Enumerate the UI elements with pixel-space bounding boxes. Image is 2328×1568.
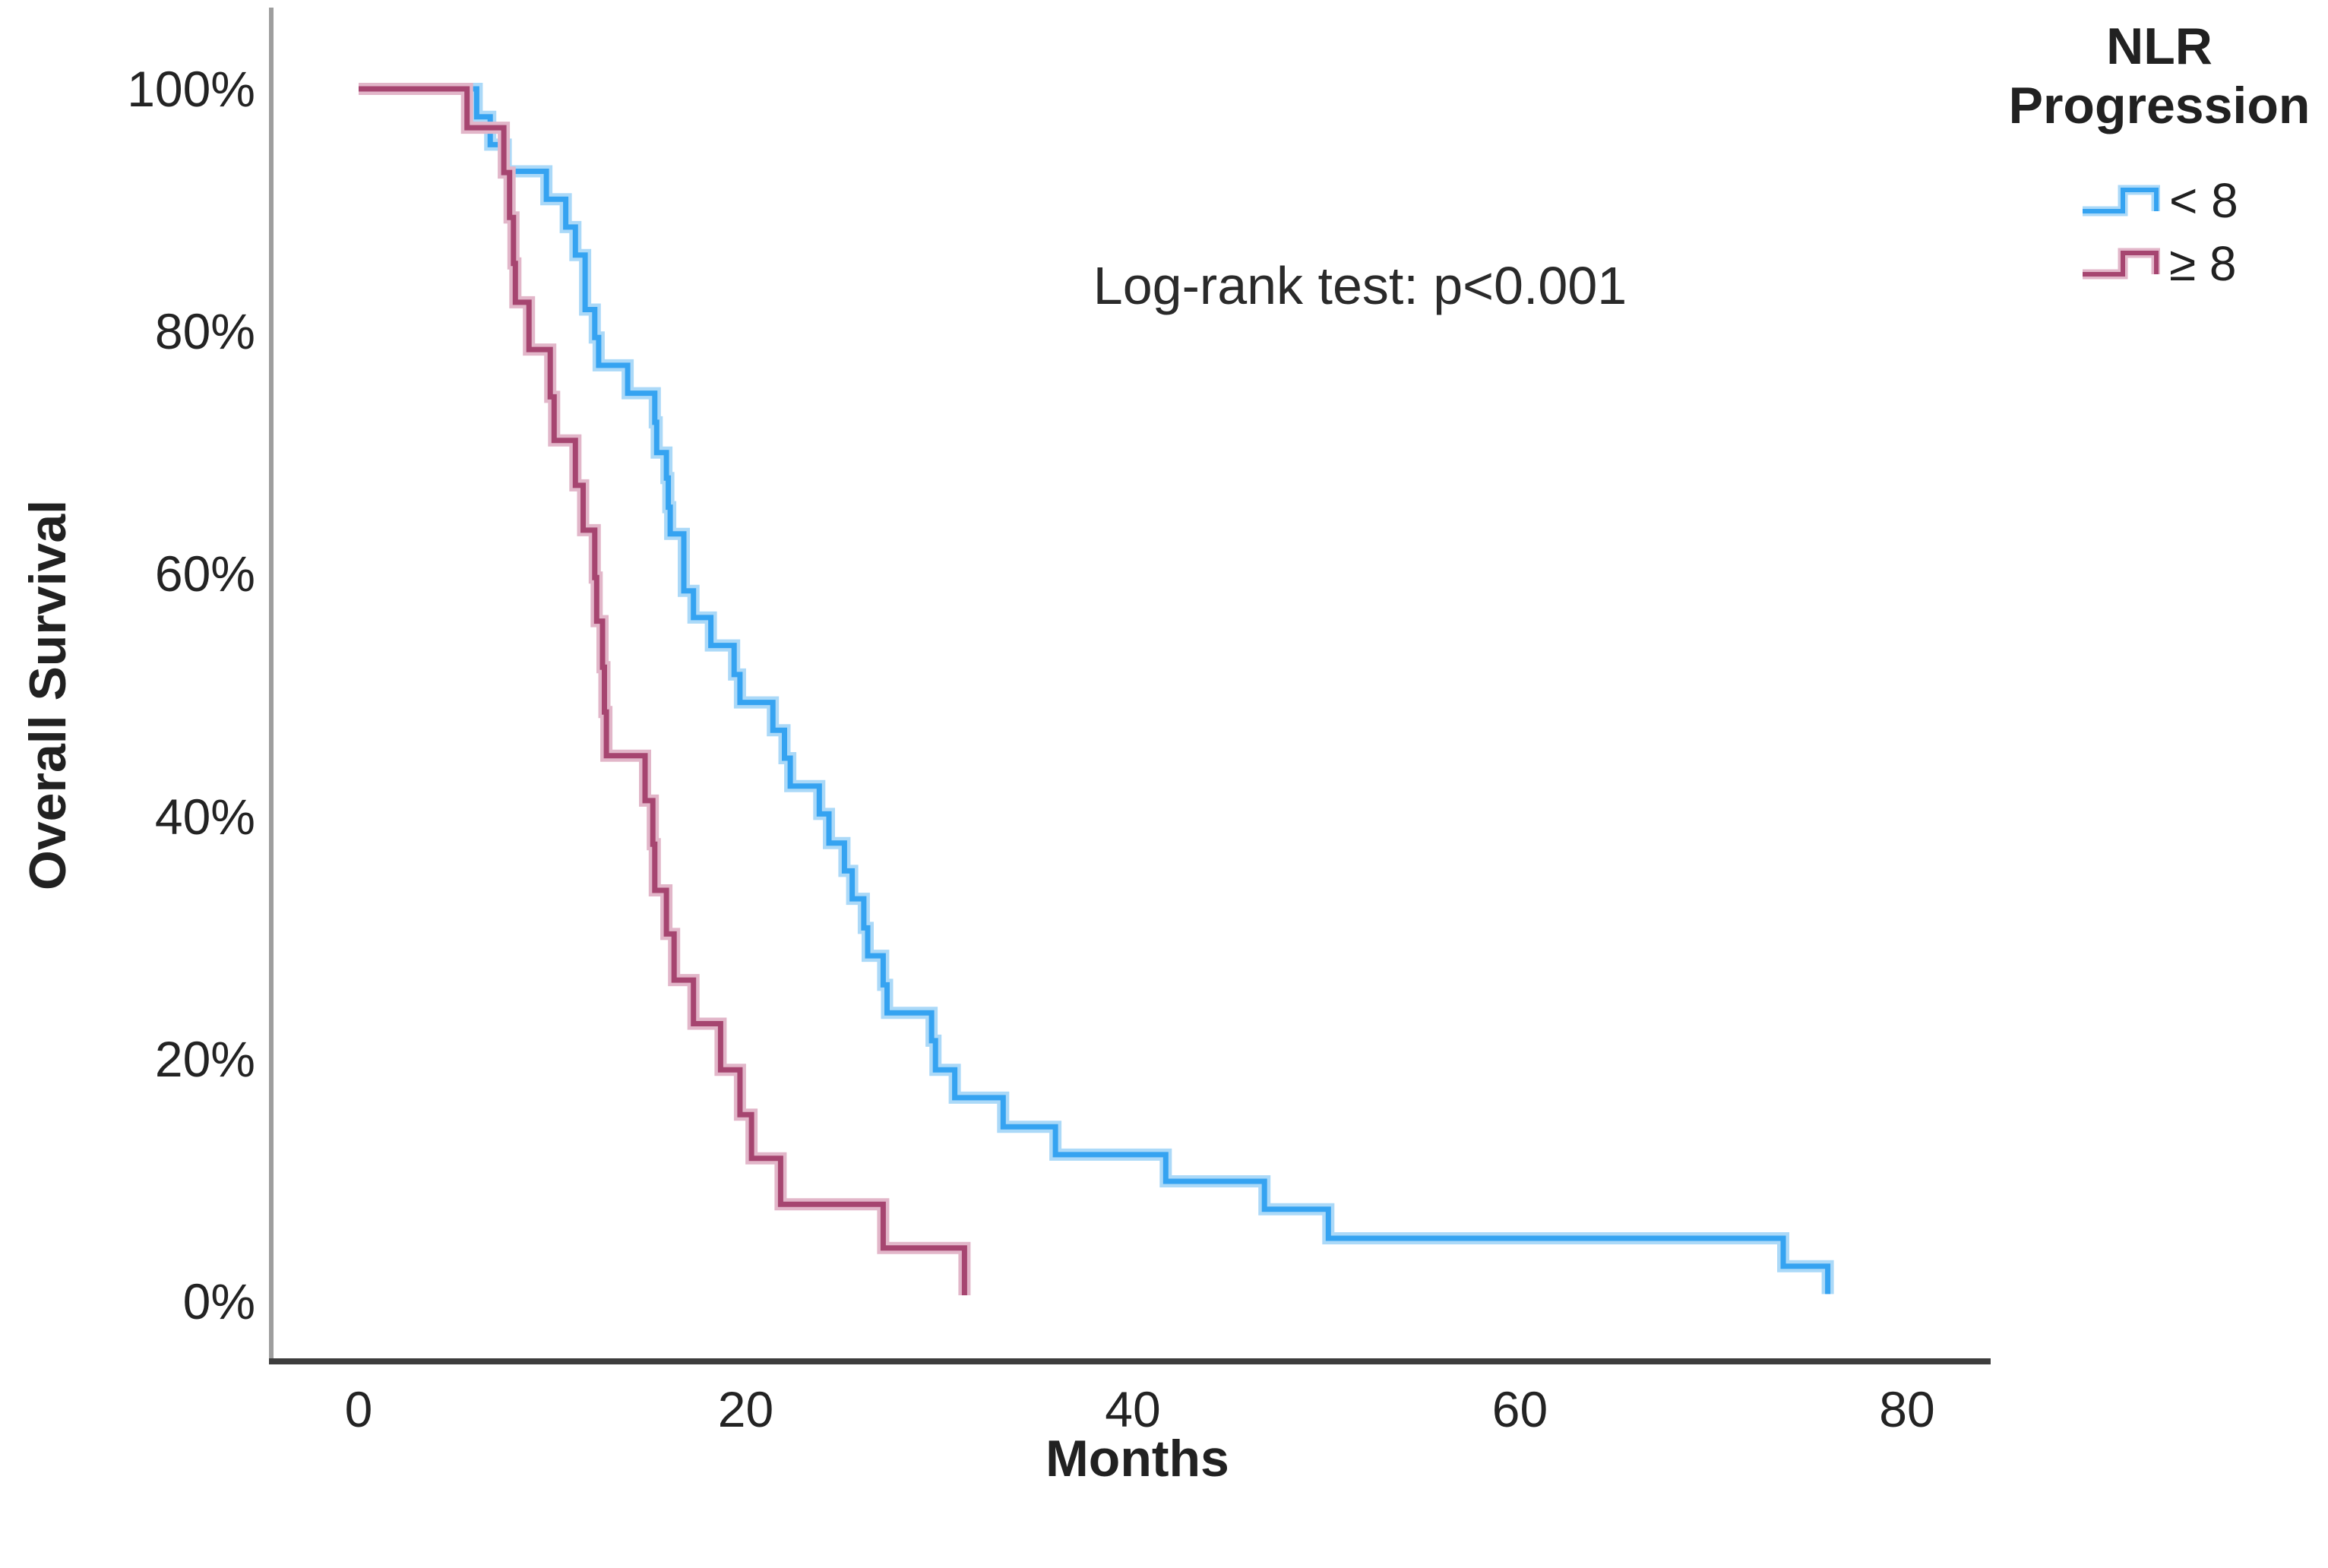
survival-curve-ge8 <box>359 86 967 1295</box>
x-tick-label-80: 80 <box>1879 1381 1935 1437</box>
x-tick-label-40: 40 <box>1105 1381 1161 1437</box>
legend-swatch-icon <box>2083 185 2160 216</box>
y-tick-label-0%: 0% <box>182 1273 255 1329</box>
y-tick-label-60%: 60% <box>154 545 255 602</box>
x-tick-label-20: 20 <box>717 1381 774 1437</box>
y-tick-label-40%: 40% <box>154 788 255 845</box>
legend-swatch-icon <box>2083 248 2160 279</box>
survival-curve-ge8-halo <box>359 83 971 1295</box>
x-tick-label-60: 60 <box>1491 1381 1548 1437</box>
legend-entry-lt8: < 8 <box>2080 169 2238 232</box>
y-tick-label-20%: 20% <box>154 1030 255 1087</box>
x-axis-title: Months <box>1045 1430 1229 1487</box>
legend-entry-ge8: ≥ 8 <box>2080 232 2238 295</box>
legend-label: < 8 <box>2169 172 2238 228</box>
y-tick-label-80%: 80% <box>154 303 255 360</box>
y-axis-title: Overall Survival <box>19 499 77 891</box>
y-tick-label-100%: 100% <box>127 61 255 117</box>
legend-title: NLR Progression <box>2008 17 2311 134</box>
legend: < 8 ≥ 8 <box>2080 169 2238 295</box>
log-rank-annotation: Log-rank test: p<0.001 <box>1093 256 1627 315</box>
survival-curves <box>359 83 1834 1295</box>
x-tick-label-0: 0 <box>344 1381 373 1437</box>
survival-curve-lt8 <box>359 86 1831 1295</box>
legend-label: ≥ 8 <box>2169 236 2237 291</box>
